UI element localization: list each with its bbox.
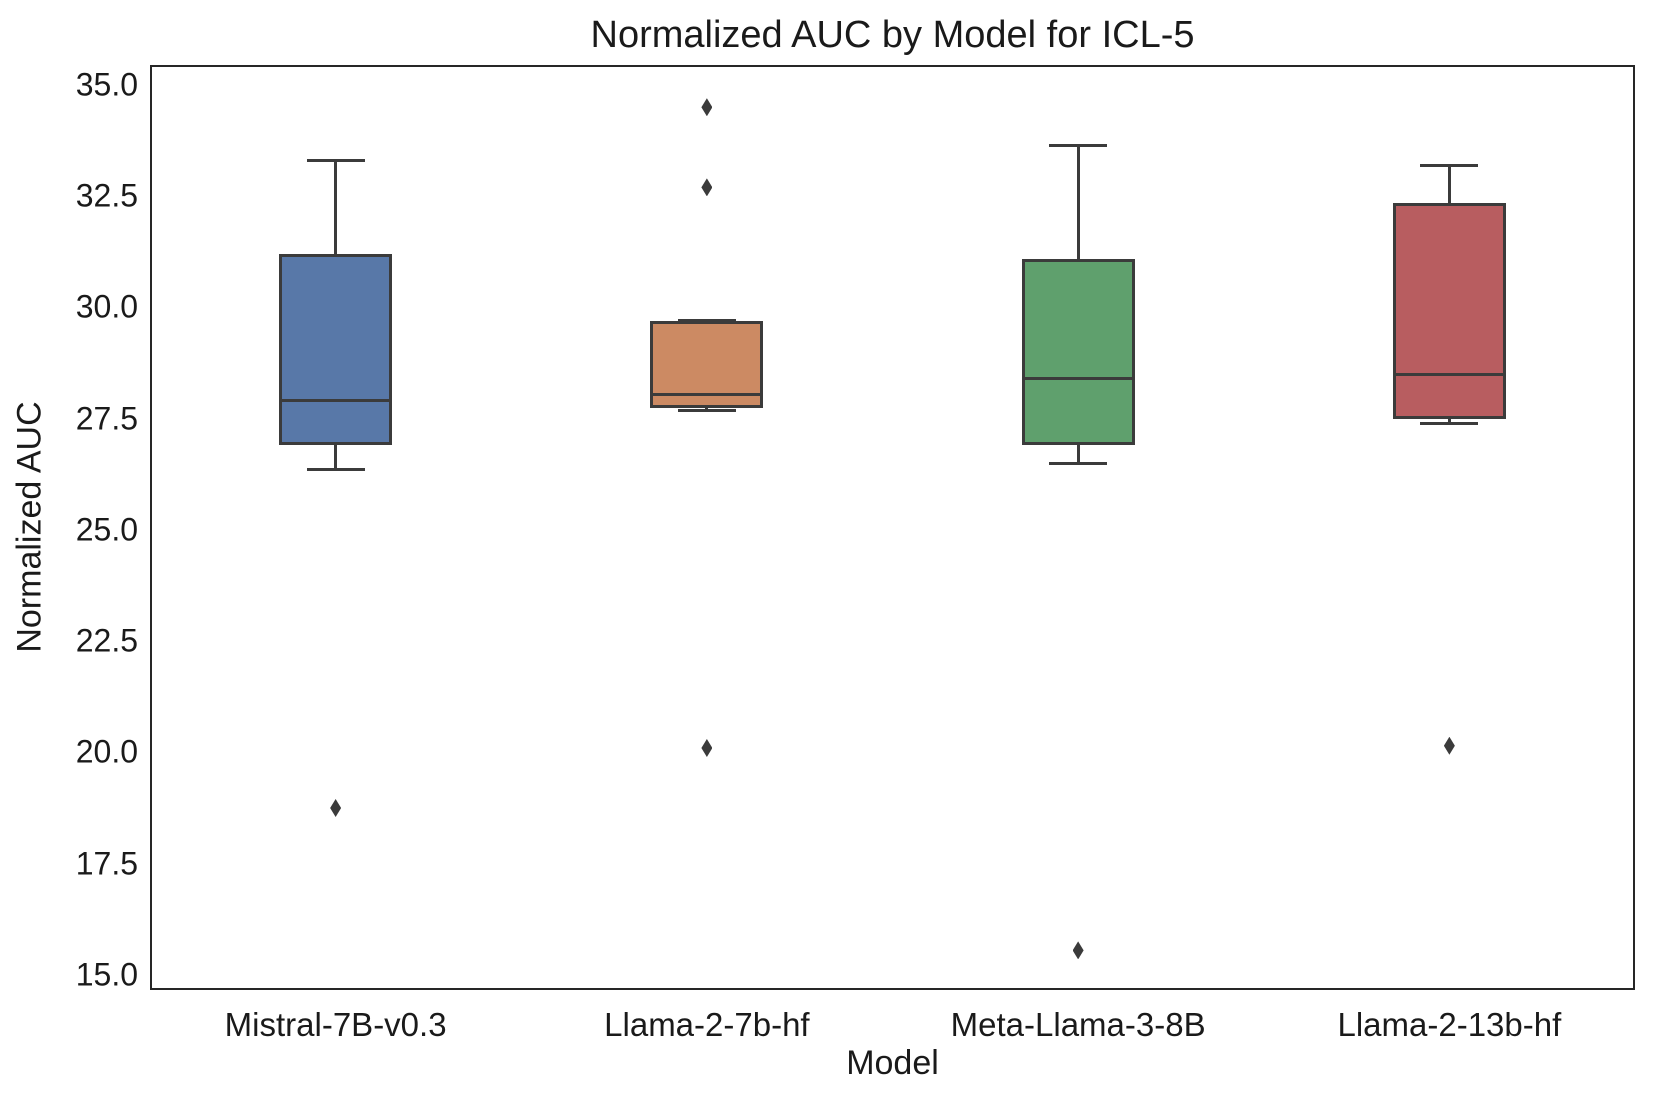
y-tick-label: 22.5 [75,622,138,659]
upper-whisker-cap [1049,143,1108,147]
y-tick-label: 32.5 [75,177,138,214]
chart-title: Normalized AUC by Model for ICL-5 [590,14,1195,56]
median-line [653,392,761,396]
y-tick-label: 27.5 [75,400,138,437]
upper-whisker [1447,165,1451,203]
lower-whisker [1076,445,1080,464]
lower-whisker-cap [306,468,365,472]
lower-whisker [1447,418,1451,424]
y-tick-label: 30.0 [75,288,138,325]
median-line [282,399,390,403]
iqr-box-meta-llama-3-8b [1021,258,1135,446]
x-tick-label-meta-llama-3-8b: Meta-Llama-3-8B [950,1006,1206,1043]
x-tick-label-mistral-7b-v0.3: Mistral-7B-v0.3 [224,1006,447,1043]
y-tick-label: 35.0 [75,66,138,103]
y-tick-label: 15.0 [75,956,138,993]
lower-whisker [705,407,709,411]
outlier-marker [1072,941,1084,960]
outlier-marker [1443,736,1455,755]
outlier-marker [701,738,713,757]
x-tick-label-llama-2-7b-hf: Llama-2-7b-hf [604,1006,810,1043]
y-tick-label: 17.5 [75,845,138,882]
y-axis-label: Normalized AUC [10,401,49,653]
lower-whisker-cap [677,409,736,413]
y-tick-label: 20.0 [75,733,138,770]
median-line [1024,377,1132,381]
outlier-marker [701,98,713,117]
x-axis-label: Model [846,1044,939,1082]
y-tick-label: 25.0 [75,511,138,548]
plot-area [150,65,1635,990]
median-line [1395,372,1503,376]
upper-whisker-cap [1420,163,1479,167]
lower-whisker-cap [1049,461,1108,465]
upper-whisker [1076,145,1080,259]
lower-whisker-cap [1420,421,1479,425]
lower-whisker [334,445,338,470]
iqr-box-mistral-7b-v0.3 [279,254,393,446]
upper-whisker [334,160,338,255]
x-tick-label-llama-2-13b-hf: Llama-2-13b-hf [1337,1006,1562,1043]
upper-whisker-cap [306,159,365,163]
iqr-box-llama-2-13b-hf [1392,202,1506,419]
outlier-marker [701,178,713,197]
outlier-marker [330,799,342,818]
